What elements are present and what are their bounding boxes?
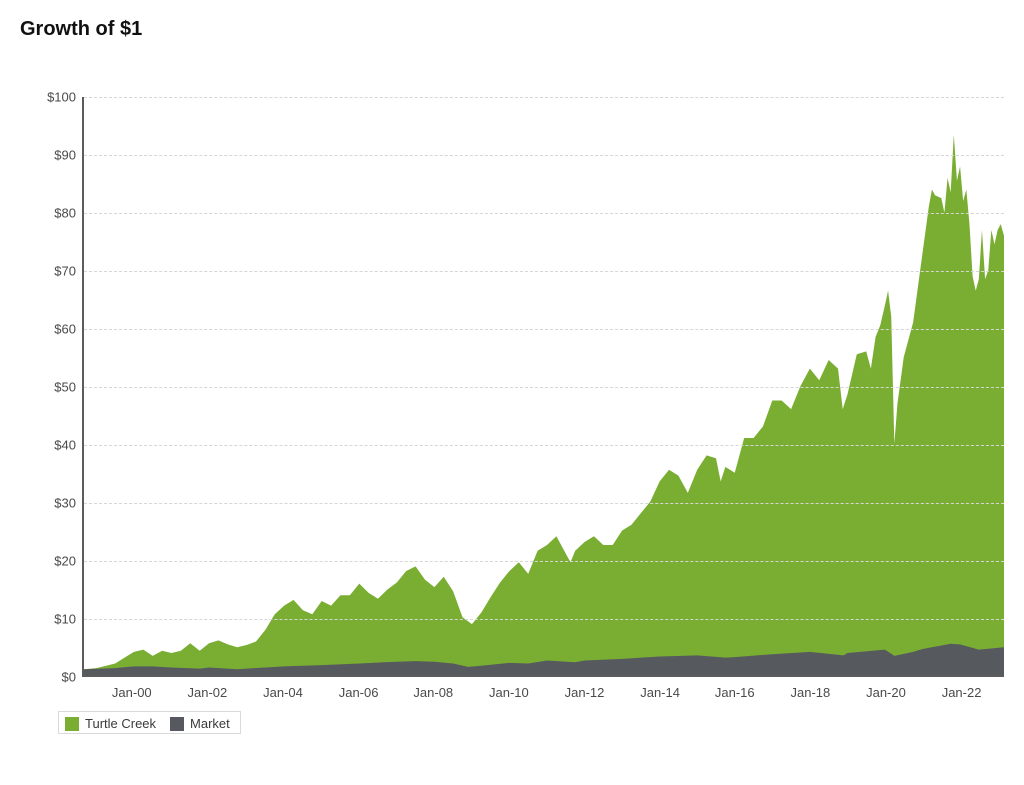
series-canvas <box>84 97 1004 675</box>
y-tick-label: $60 <box>28 322 76 337</box>
x-tick-label: Jan-20 <box>866 685 906 700</box>
x-tick-label: Jan-22 <box>942 685 982 700</box>
growth-chart: Turtle CreekMarket $0$10$20$30$40$50$60$… <box>20 97 1004 727</box>
chart-title: Growth of $1 <box>20 18 1004 41</box>
x-tick-label: Jan-04 <box>263 685 303 700</box>
legend-item: Turtle Creek <box>65 716 156 731</box>
series-turtle-creek <box>84 135 1004 675</box>
legend-label: Market <box>190 716 230 731</box>
y-tick-label: $70 <box>28 264 76 279</box>
grid-line <box>84 387 1004 388</box>
plot-area <box>82 97 1004 677</box>
y-tick-label: $10 <box>28 612 76 627</box>
y-tick-label: $90 <box>28 148 76 163</box>
grid-line <box>84 503 1004 504</box>
grid-line <box>84 619 1004 620</box>
y-tick-label: $30 <box>28 496 76 511</box>
legend: Turtle Creek Market <box>58 711 241 734</box>
x-tick-label: Jan-06 <box>339 685 379 700</box>
legend-label: Turtle Creek <box>85 716 156 731</box>
y-tick-label: $50 <box>28 380 76 395</box>
grid-line <box>84 271 1004 272</box>
y-tick-label: $40 <box>28 438 76 453</box>
x-tick-label: Jan-00 <box>112 685 152 700</box>
legend-swatch <box>170 717 184 731</box>
x-tick-label: Jan-10 <box>489 685 529 700</box>
y-tick-label: $20 <box>28 554 76 569</box>
x-tick-label: Jan-16 <box>715 685 755 700</box>
y-tick-label: $100 <box>28 90 76 105</box>
grid-line <box>84 445 1004 446</box>
legend-swatch <box>65 717 79 731</box>
grid-line <box>84 561 1004 562</box>
x-tick-label: Jan-12 <box>565 685 605 700</box>
grid-line <box>84 155 1004 156</box>
x-tick-label: Jan-18 <box>791 685 831 700</box>
x-tick-label: Jan-08 <box>413 685 453 700</box>
grid-line <box>84 329 1004 330</box>
grid-line <box>84 97 1004 98</box>
x-tick-label: Jan-14 <box>640 685 680 700</box>
legend-item: Market <box>170 716 230 731</box>
grid-line <box>84 213 1004 214</box>
y-tick-label: $80 <box>28 206 76 221</box>
y-tick-label: $0 <box>28 670 76 685</box>
x-tick-label: Jan-02 <box>188 685 228 700</box>
